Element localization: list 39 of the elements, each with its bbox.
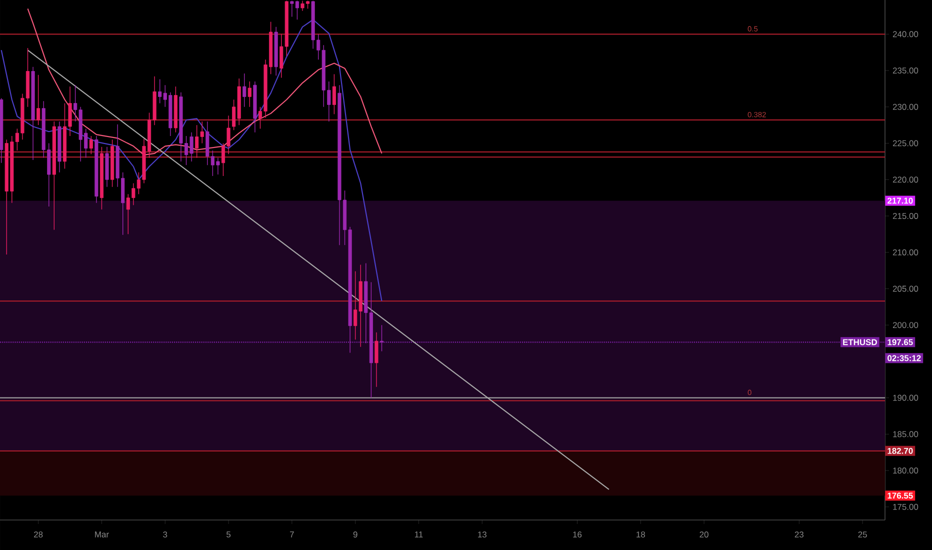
ref-line-label: 197.65 — [888, 339, 913, 346]
x-tick-label: 16 — [573, 532, 582, 538]
x-tick-label: 9 — [353, 532, 358, 538]
y-tick-label: 180.00 — [893, 468, 918, 474]
y-tick-label: 240.00 — [892, 31, 918, 38]
y-tick-label: 235.00 — [892, 68, 918, 74]
y-tick-label: 215.00 — [892, 212, 918, 219]
candlestick — [374, 332, 378, 388]
candlestick — [89, 136, 93, 155]
band-label: 217.10 — [888, 198, 913, 204]
x-tick-label: 13 — [478, 532, 486, 538]
x-tick-label: 18 — [636, 532, 645, 538]
y-tick-label: 185.00 — [893, 431, 918, 438]
y-tick-label: 190.00 — [893, 394, 918, 401]
band-label: 176.55 — [888, 492, 913, 499]
ref-line-label: 182.70 — [888, 448, 913, 454]
x-tick-label: 5 — [226, 532, 231, 538]
x-tick-label: Mar — [95, 532, 109, 538]
y-tick-label: 230.00 — [892, 104, 918, 110]
candlestick — [248, 81, 252, 108]
x-tick-label: 7 — [290, 532, 294, 538]
candlestick — [242, 73, 246, 108]
y-tick-label: 210.00 — [892, 249, 918, 256]
x-tick-label: 23 — [794, 532, 804, 538]
x-tick-label: 20 — [700, 532, 708, 538]
y-tick-label: 205.00 — [892, 286, 918, 292]
candlestick — [380, 324, 384, 352]
x-tick-label: 28 — [34, 532, 43, 538]
x-tick-label: 25 — [858, 532, 867, 538]
x-tick-label: 3 — [163, 532, 168, 538]
y-tick-label: 200.00 — [892, 322, 918, 328]
x-tick-label: 11 — [414, 532, 423, 538]
y-tick-label: 220.00 — [892, 176, 918, 183]
y-tick-label: 225.00 — [892, 140, 918, 146]
annotation: ETHUSD — [843, 339, 877, 346]
y-tick-label: 175.00 — [893, 504, 918, 510]
candlestick — [332, 74, 336, 115]
text: 02:35:12 — [888, 355, 921, 362]
candlestick — [36, 74, 40, 126]
